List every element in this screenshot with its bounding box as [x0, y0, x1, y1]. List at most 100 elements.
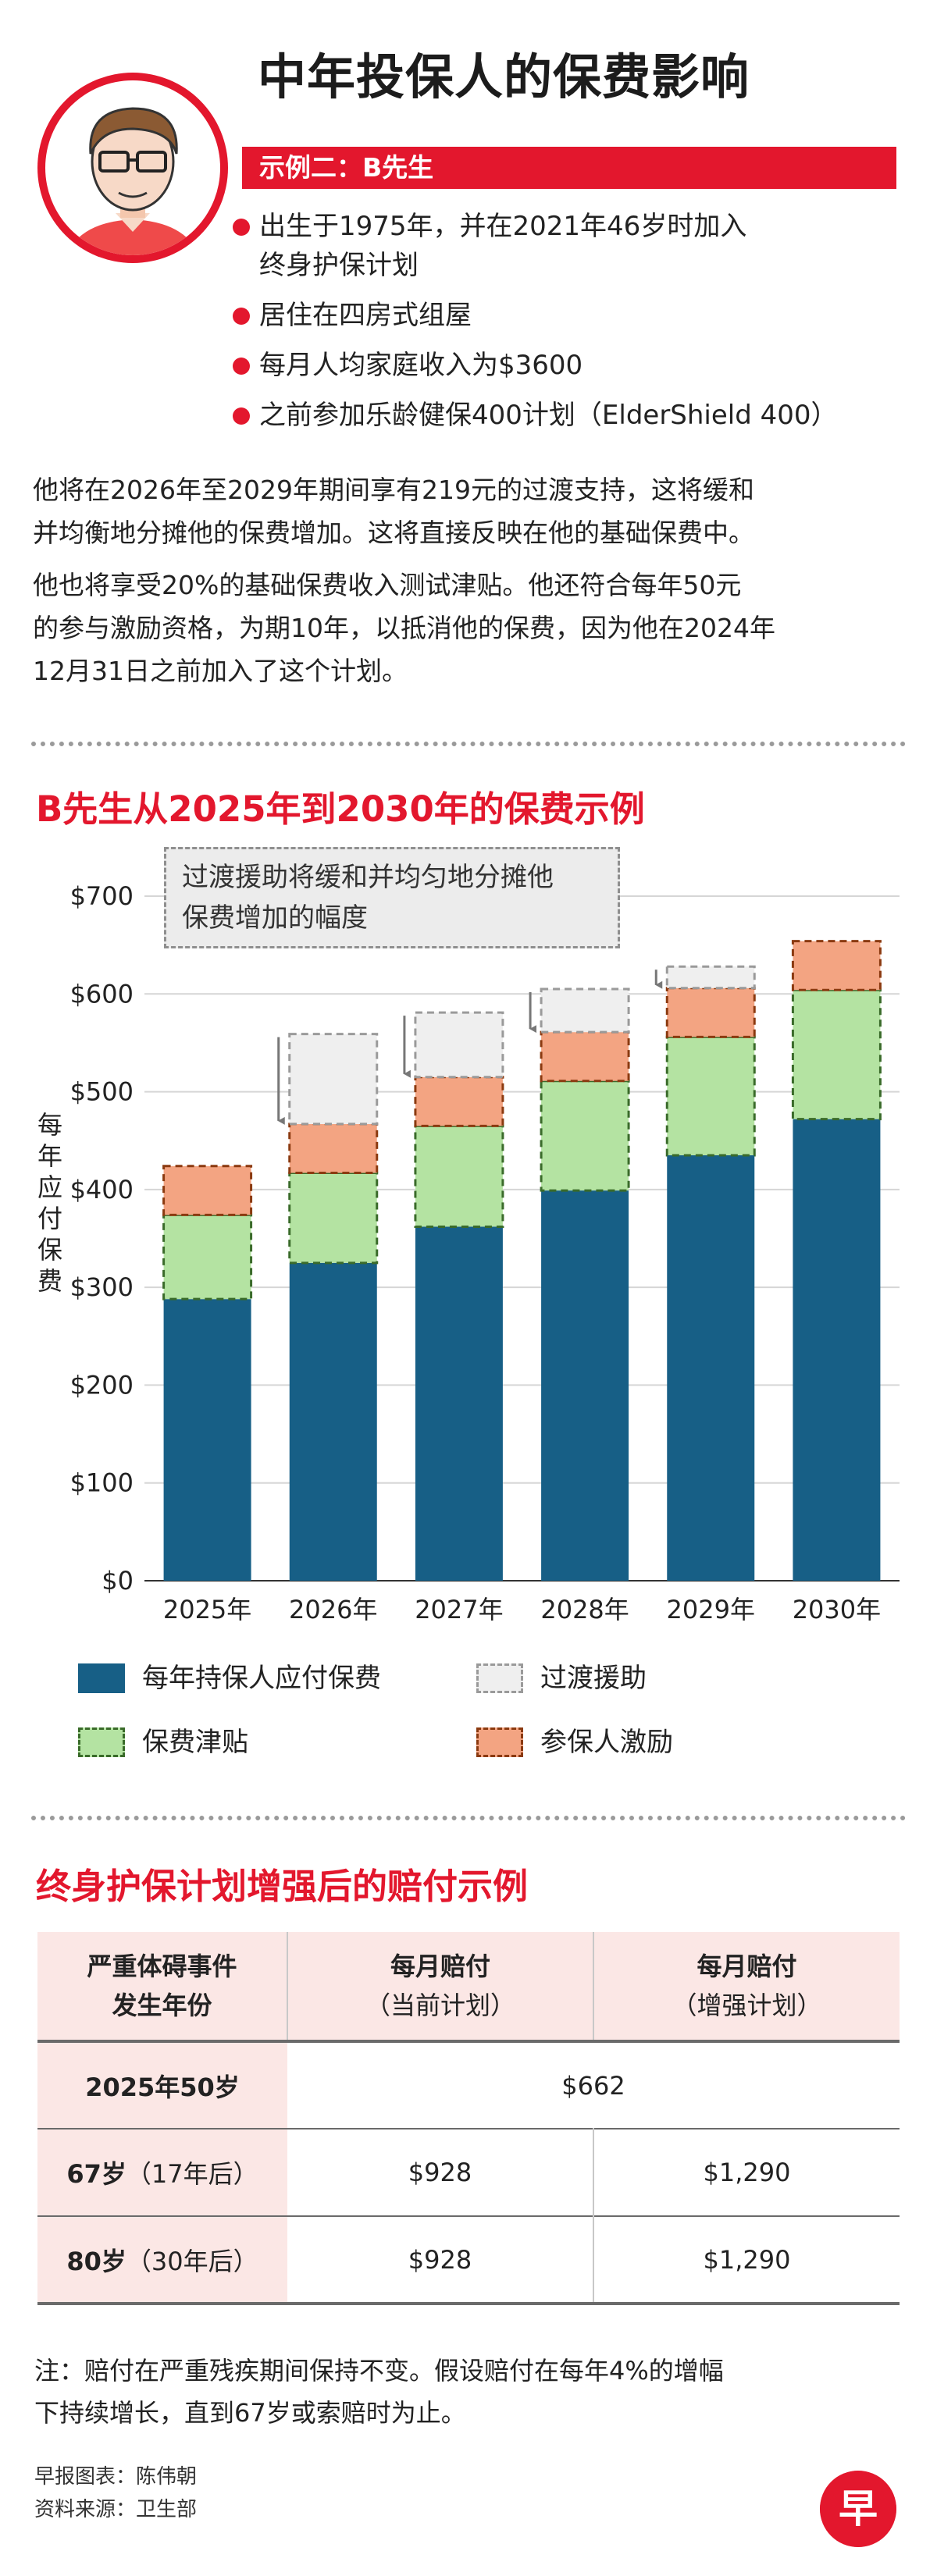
paragraph-line: 他也将享受20%的基础保费收入测试津贴。他还符合每年50元: [33, 570, 742, 600]
red-dot-icon: [233, 407, 250, 425]
bullet-text: 终身护保计划: [259, 250, 419, 281]
table-header-cell: 每月赔付 （当前计划）: [287, 1932, 594, 2041]
header-text: 发生年份: [112, 1991, 212, 2020]
bar-employee-premium: [163, 1299, 251, 1581]
y-axis-label-char: 年: [37, 1141, 62, 1171]
man-avatar-icon: [37, 73, 228, 263]
bullet-text: 每月人均家庭收入为$3600: [259, 350, 583, 381]
example-label: 示例二：B先生: [242, 147, 896, 189]
footnote: 注：赔付在严重残疾期间保持不变。假设赔付在每年4%的增幅 下持续增长，直到67岁…: [34, 2350, 901, 2434]
table-cell-current: $928: [287, 2216, 594, 2304]
x-tick-label: 2026年: [289, 1595, 377, 1624]
header-text: 每月赔付: [390, 1952, 490, 1981]
x-tick-label: 2027年: [415, 1595, 503, 1624]
paragraph-line: 12月31日之前加入了这个计划。: [33, 656, 408, 686]
table-row: 2025年50岁 $662: [37, 2041, 900, 2129]
y-axis-label-char: 保: [37, 1235, 62, 1265]
table-header-cell: 严重体碍事件 发生年份: [37, 1932, 288, 2041]
legend-item-transition: 过渡援助: [476, 1659, 647, 1698]
profile-bullets: 出生于1975年，并在2021年46岁时加入 终身护保计划 居住在四房式组屋 每…: [231, 207, 903, 446]
age-text: 67岁: [66, 2159, 126, 2189]
legend-item-subsidy: 保费津贴: [78, 1723, 248, 1762]
chart-legend: 每年持保人应付保费 过渡援助 保费津贴 参保人激励: [78, 1659, 890, 1784]
y-axis-label-char: 每: [37, 1110, 62, 1140]
bar-premium-subsidy: [665, 1035, 756, 1157]
header-text: 每月赔付: [697, 1952, 797, 1981]
bar-employee-premium: [541, 1190, 629, 1581]
bar-premium-subsidy: [162, 1213, 253, 1300]
y-tick-label: $0: [102, 1566, 134, 1596]
note-line: 下持续增长，直到67岁或索赔时为止。: [34, 2398, 466, 2428]
y-axis-label: 每年应付保费: [37, 1110, 62, 1296]
bullet-item: 居住在四房式组屋: [231, 296, 903, 335]
bullet-item: 出生于1975年，并在2021年46岁时加入 终身护保计划: [231, 207, 903, 285]
credits: 早报图表：陈伟朝 资料来源：卫生部: [34, 2460, 197, 2526]
y-tick-label: $600: [70, 979, 134, 1009]
header-text: 严重体碍事件: [87, 1952, 237, 1981]
premium-chart: $0 $100 $200 $300 $400 $500 $600 $700 2025年 2026年…: [37, 881, 900, 1624]
table-cell-enhanced: $1,290: [703, 2158, 791, 2187]
legend-label: 参保人激励: [540, 1727, 673, 1758]
y-tick-label: $300: [70, 1272, 134, 1302]
bar-participation-incentive: [288, 1123, 379, 1175]
bullet-item: 之前参加乐龄健保400计划（ElderShield 400）: [231, 396, 903, 435]
red-dot-icon: [233, 308, 250, 325]
payout-table: 严重体碍事件 发生年份 每月赔付 （当前计划） 每月赔付 （增强计划） 2025…: [37, 1932, 900, 2305]
age-text: 80岁: [66, 2246, 126, 2276]
bar-employee-premium: [667, 1155, 755, 1581]
table-cell-current: $928: [287, 2129, 594, 2216]
table-cell-age: 80岁（30年后）: [37, 2216, 287, 2304]
y-tick-label: $100: [70, 1468, 134, 1498]
y-axis-label-char: 付: [37, 1204, 62, 1233]
logo-text: 早: [839, 2486, 878, 2532]
age-text: 2025年50岁: [85, 2072, 240, 2102]
y-tick-label: $200: [70, 1370, 134, 1400]
section-divider: [31, 1816, 906, 1820]
table-header-row: 严重体碍事件 发生年份 每月赔付 （当前计划） 每月赔付 （增强计划）: [37, 1932, 900, 2041]
bar-participation-incentive: [414, 1076, 504, 1127]
callout-line: 过渡援助将缓和并均匀地分摊他: [182, 862, 554, 893]
paragraph-line: 的参与激励资格，为期10年，以抵消他的保费，因为他在2024年: [33, 613, 775, 643]
avatar: [31, 66, 234, 269]
bar-premium-subsidy: [540, 1080, 630, 1192]
red-dot-icon: [233, 358, 250, 375]
section-divider: [31, 742, 906, 746]
bar-premium-subsidy: [414, 1124, 504, 1228]
x-tick-label: 2030年: [793, 1595, 881, 1624]
table-cell-age: 2025年50岁: [37, 2041, 287, 2129]
legend-swatch: [476, 1727, 523, 1757]
table-title: 终身护保计划增强后的赔付示例: [36, 1866, 529, 1907]
age-subtext: （30年后）: [126, 2246, 258, 2276]
table-cell-age: 67岁（17年后）: [37, 2129, 287, 2216]
legend-item-employee: 每年持保人应付保费: [78, 1659, 381, 1698]
bar-transition-support: [414, 1011, 504, 1079]
legend-item-incentive: 参保人激励: [476, 1723, 673, 1762]
y-axis-label-char: 应: [37, 1172, 62, 1202]
bar-employee-premium: [289, 1262, 377, 1581]
bar-participation-incentive: [162, 1165, 253, 1216]
legend-label: 保费津贴: [142, 1727, 248, 1758]
table-cell-merged: $662: [561, 2070, 625, 2101]
bullet-text: 出生于1975年，并在2021年46岁时加入: [259, 211, 747, 242]
red-dot-icon: [233, 219, 250, 236]
bar-employee-premium: [415, 1226, 503, 1581]
legend-swatch: [78, 1663, 125, 1693]
bar-transition-support: [665, 965, 756, 990]
bullet-text: 居住在四房式组屋: [259, 300, 472, 331]
legend-label: 过渡援助: [540, 1663, 647, 1694]
paragraph-line: 并均衡地分摊他的保费增加。这将直接反映在他的基础保费中。: [33, 518, 754, 548]
bar-premium-subsidy: [791, 988, 882, 1121]
age-subtext: （17年后）: [126, 2159, 258, 2189]
page-title: 中年投保人的保费影响: [258, 48, 750, 105]
bar-transition-support: [288, 1033, 379, 1126]
y-axis-label-char: 费: [37, 1266, 62, 1296]
paragraph-line: 他将在2026年至2029年期间享有219元的过渡支持，这将缓和: [33, 475, 754, 505]
bar-employee-premium: [793, 1119, 881, 1581]
callout-line: 保费增加的幅度: [182, 902, 368, 934]
x-tick-label: 2028年: [540, 1595, 629, 1624]
paragraph-subsidy: 他也将享受20%的基础保费收入测试津贴。他还符合每年50元 的参与激励资格，为期…: [33, 564, 907, 692]
credit-line: 早报图表：陈伟朝: [34, 2465, 198, 2489]
x-tick-label: 2025年: [163, 1595, 251, 1624]
x-tick-label: 2029年: [667, 1595, 755, 1624]
table-row: 67岁（17年后） $928 $1,290: [37, 2129, 900, 2216]
